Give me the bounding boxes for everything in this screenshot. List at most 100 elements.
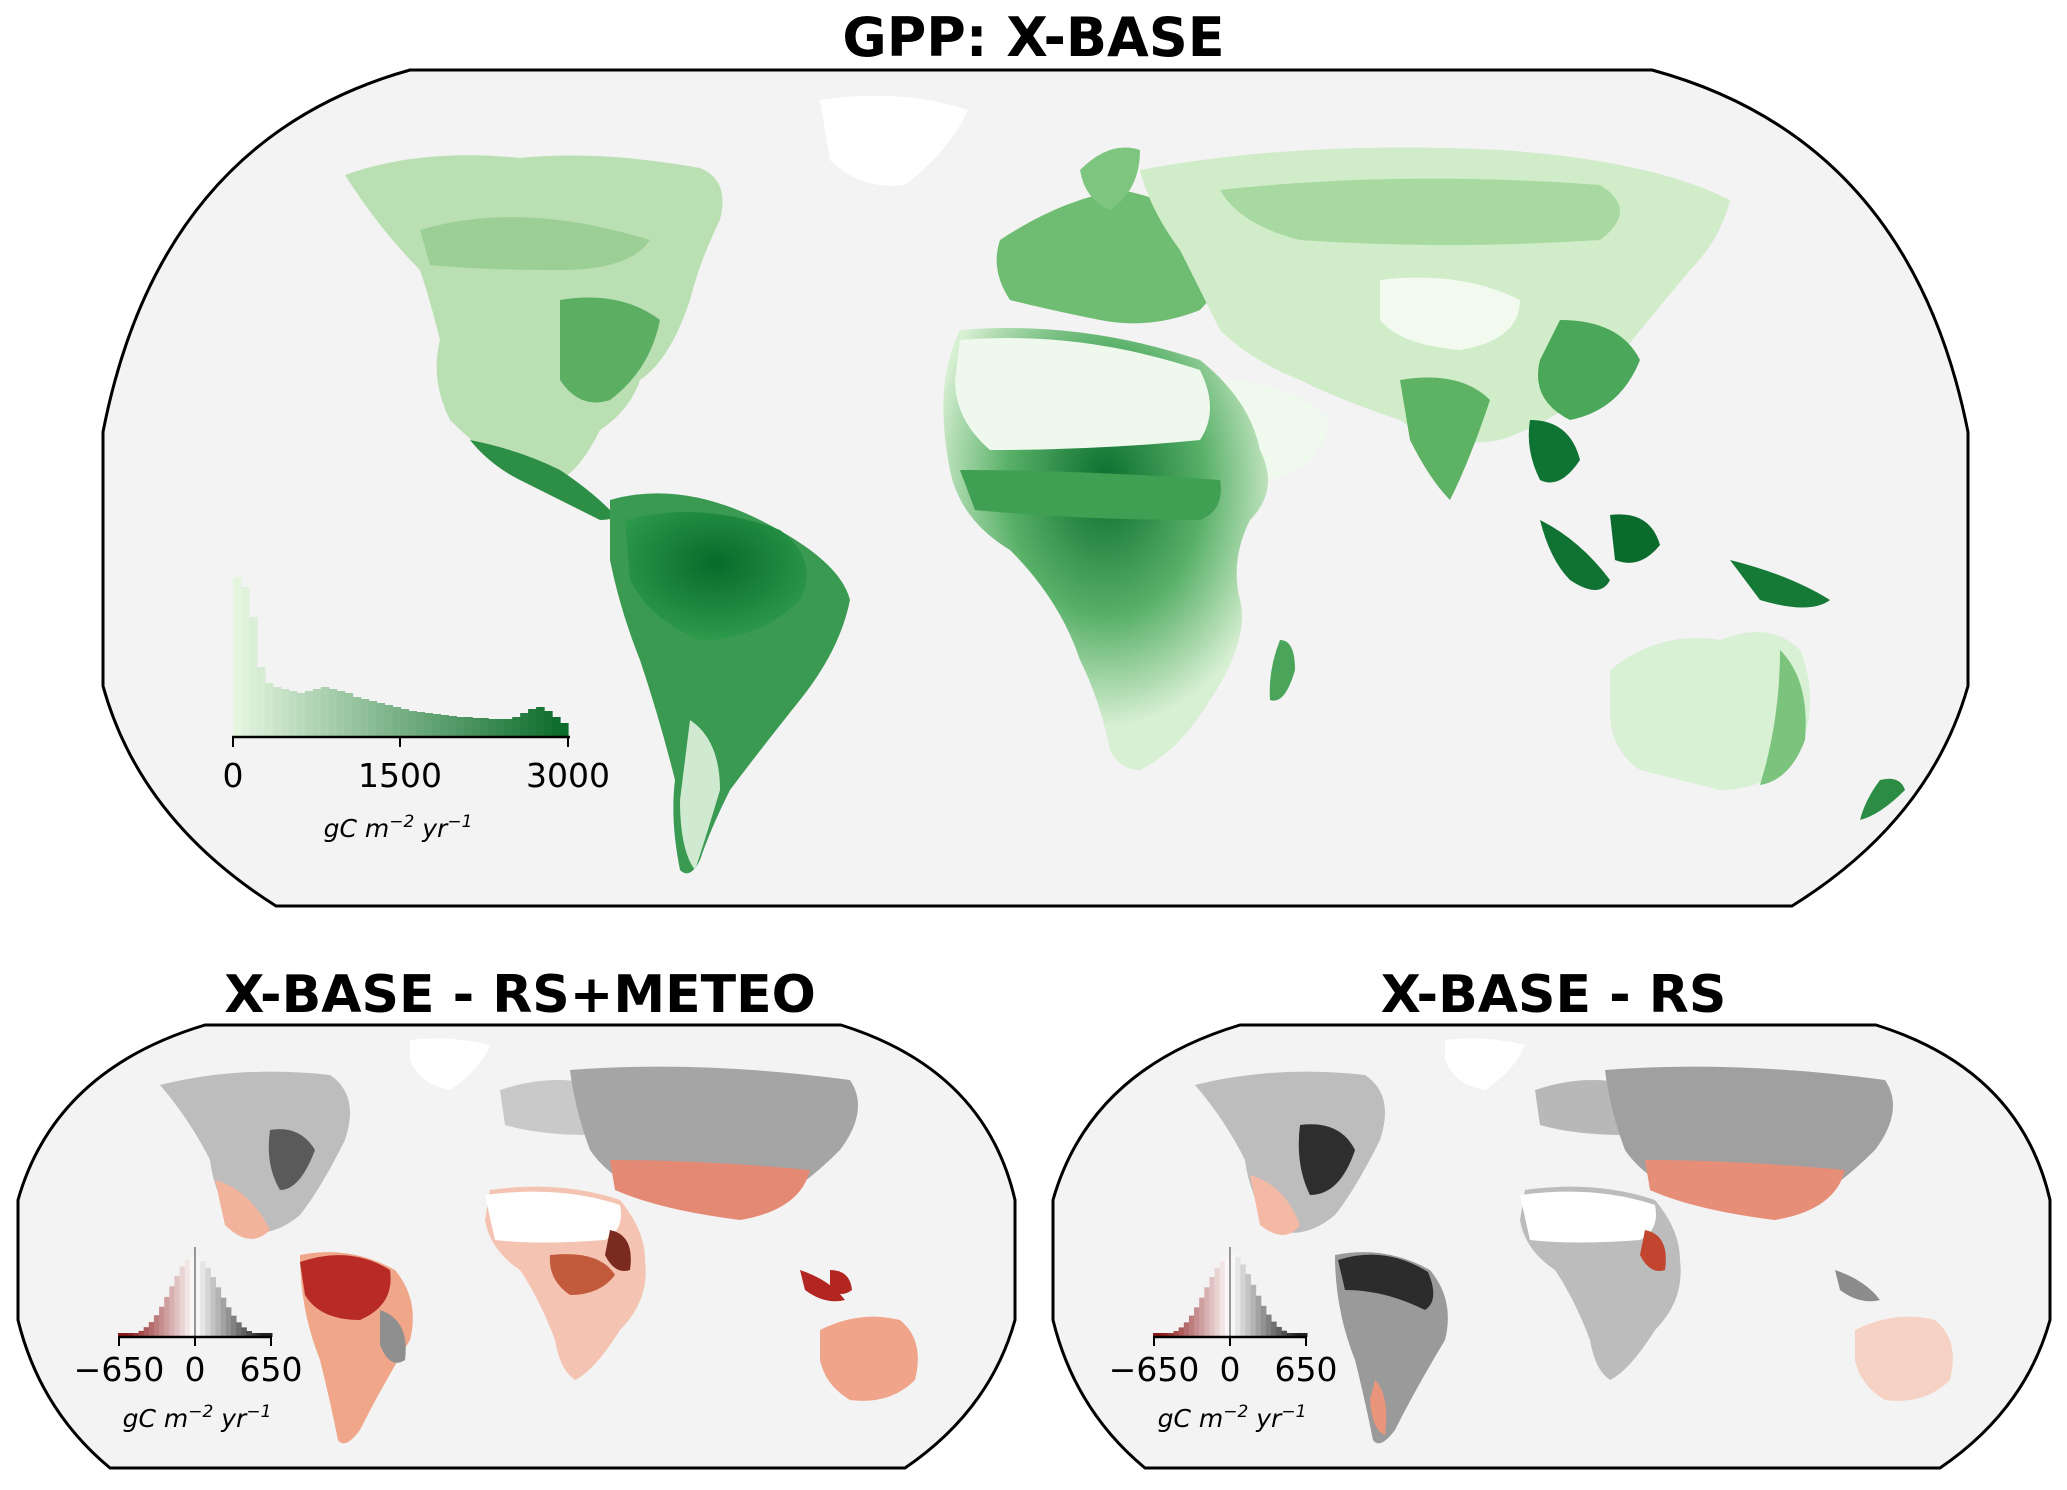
main-new-guinea xyxy=(1730,560,1830,608)
main-colorbar-bin xyxy=(552,717,561,737)
left-asia-south xyxy=(610,1160,810,1220)
main-colorbar-bin xyxy=(456,717,465,737)
left-hist-bin xyxy=(118,1333,124,1337)
main-colorbar-bin xyxy=(504,719,513,737)
left-hist-bin xyxy=(195,1257,201,1337)
main-colorbar-bin xyxy=(304,691,314,737)
right-hist-bin xyxy=(1214,1267,1221,1337)
right-hist-bin xyxy=(1265,1314,1272,1337)
main-greenland xyxy=(820,95,968,186)
main-map: 0 1500 3000 gC m−2 yr−1 xyxy=(101,68,1970,908)
main-scandinavia xyxy=(1080,147,1140,210)
main-colorbar-bin xyxy=(240,587,250,737)
main-colorbar-bin xyxy=(408,711,418,737)
left-colorbar-tick-label-zero: 0 xyxy=(185,1350,206,1389)
main-colorbar-bin xyxy=(424,713,434,737)
main-siberia xyxy=(1220,178,1620,245)
main-se-asia xyxy=(1528,420,1580,483)
left-map-title: X-BASE - RS+METEO xyxy=(224,965,816,1025)
left-sa-east xyxy=(380,1310,406,1363)
left-hist-bin xyxy=(179,1266,186,1337)
right-hist-bin xyxy=(1286,1333,1293,1337)
main-colorbar-bin xyxy=(400,709,410,737)
right-hist-bin xyxy=(1296,1333,1303,1337)
right-north-america xyxy=(1195,1071,1385,1233)
main-colorbar-bin xyxy=(464,717,473,737)
left-map: −650 0 650 gC m−2 yr−1 xyxy=(16,1023,1017,1470)
left-sahara xyxy=(485,1191,621,1243)
main-colorbar-bin xyxy=(432,714,441,737)
main-amazon xyxy=(625,512,807,640)
main-colorbar-bin xyxy=(328,689,338,737)
left-hist-bin xyxy=(153,1315,160,1337)
right-hist-bin xyxy=(1173,1331,1180,1337)
main-colorbar-bin xyxy=(248,617,258,737)
main-colorbar-bin xyxy=(272,687,282,737)
main-colorbar-bin xyxy=(472,718,481,737)
main-colorbar-bin xyxy=(488,719,497,737)
right-hist-bin xyxy=(1224,1257,1231,1337)
main-colorbar-bin xyxy=(448,716,457,737)
left-hist-bin xyxy=(225,1307,232,1337)
main-new-zealand xyxy=(1860,778,1905,820)
main-colorbar-bin xyxy=(233,577,242,737)
left-hist-bin xyxy=(220,1297,227,1337)
left-colorbar-tick-label-neg: −650 xyxy=(74,1350,165,1389)
main-colorbar-tick-label-1500: 1500 xyxy=(358,756,442,795)
main-sahara xyxy=(955,338,1210,450)
left-hist-bin xyxy=(236,1322,242,1337)
main-colorbar-bin xyxy=(264,683,274,737)
main-colorbar-bin xyxy=(512,717,521,737)
right-sa-rim xyxy=(1338,1254,1434,1310)
right-hist-bin xyxy=(1199,1297,1205,1337)
right-hist-bin xyxy=(1235,1257,1241,1337)
right-hist-bin xyxy=(1204,1287,1210,1337)
main-australia-east xyxy=(1760,650,1806,785)
main-colorbar-bin xyxy=(280,689,290,737)
right-hist-bin xyxy=(1153,1333,1159,1337)
main-sa-south xyxy=(680,720,720,870)
left-hist-bin xyxy=(266,1333,273,1337)
left-hist-bin xyxy=(210,1277,217,1337)
main-colorbar-bin xyxy=(544,711,553,737)
main-colorbar-bin xyxy=(256,667,266,737)
main-colorbar xyxy=(233,577,569,737)
main-colorbar-bin xyxy=(416,712,426,737)
main-colorbar-bin xyxy=(480,718,489,737)
right-hist-bin xyxy=(1209,1277,1216,1337)
left-hist-bin xyxy=(133,1333,140,1337)
right-hist-bin xyxy=(1281,1330,1287,1337)
left-colorbar xyxy=(118,1247,273,1337)
right-colorbar-tick-label-zero: 0 xyxy=(1220,1350,1241,1389)
main-borneo xyxy=(1610,514,1660,563)
main-colorbar-bin xyxy=(336,691,346,737)
right-hist-bin xyxy=(1250,1284,1257,1337)
right-hist-bin xyxy=(1230,1253,1236,1337)
left-hist-bin xyxy=(164,1296,170,1337)
main-colorbar-bin xyxy=(288,691,298,737)
main-india xyxy=(1400,377,1490,500)
left-indonesia xyxy=(800,1270,845,1302)
right-hist-bin xyxy=(1240,1264,1246,1337)
left-hist-bin xyxy=(230,1315,237,1337)
left-amazon xyxy=(300,1255,391,1320)
right-colorbar-tick-label-pos: 650 xyxy=(1275,1350,1338,1389)
right-hist-bin xyxy=(1194,1307,1200,1337)
left-greenland xyxy=(410,1038,490,1090)
right-greenland xyxy=(1445,1038,1525,1090)
main-colorbar-bin xyxy=(392,707,402,737)
main-colorbar-tick-label-3000: 3000 xyxy=(526,756,610,795)
left-hist-bin xyxy=(148,1322,155,1337)
right-australia xyxy=(1855,1316,1953,1401)
right-hist-bin xyxy=(1260,1305,1267,1337)
right-hist-bin xyxy=(1219,1261,1226,1337)
main-colorbar-bin xyxy=(312,689,322,737)
main-madagascar xyxy=(1269,640,1295,701)
main-colorbar-bin xyxy=(560,723,569,737)
main-colorbar-bin xyxy=(320,687,330,737)
main-colorbar-bin xyxy=(376,703,386,737)
left-africa-east xyxy=(605,1230,631,1271)
left-na-east xyxy=(268,1129,315,1190)
left-hist-bin xyxy=(138,1330,145,1337)
